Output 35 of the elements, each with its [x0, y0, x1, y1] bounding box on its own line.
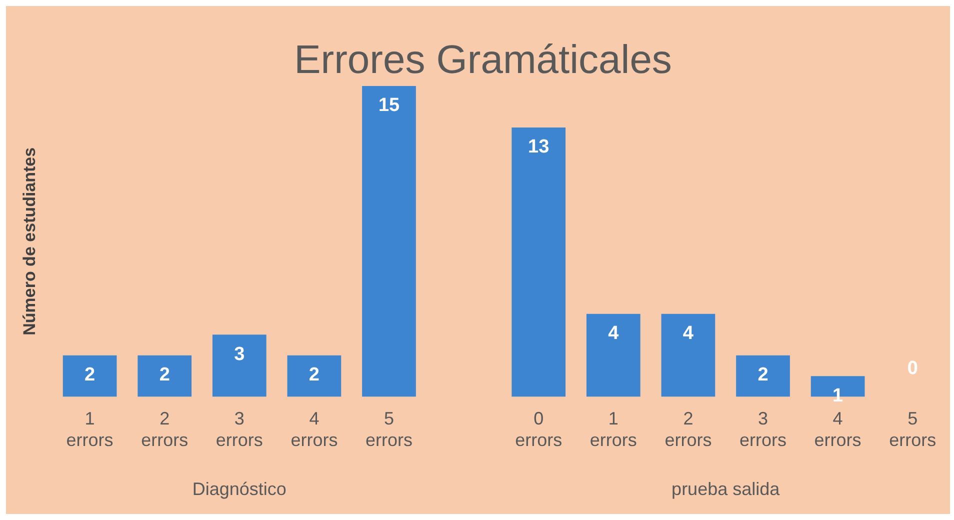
data-label: 0	[907, 358, 918, 380]
bar	[62, 355, 117, 397]
x-tick-label: 1 errors	[66, 408, 114, 450]
x-tick-label: 2 errors	[141, 408, 188, 450]
text: prueba salida	[672, 478, 781, 499]
y-axis-title: Número de estudiantes	[20, 147, 39, 336]
x-tick-label: 4 errors	[814, 408, 862, 450]
x-tick-label: 0 errors	[515, 408, 562, 450]
data-label: 2	[159, 364, 170, 386]
x-tick-label: 1 errors	[590, 408, 637, 450]
x-tick-label: 5 errors	[365, 408, 413, 450]
x-tick-label: 5 errors	[889, 408, 936, 450]
data-label: 2	[758, 364, 768, 386]
bar	[586, 314, 640, 397]
bar	[736, 355, 790, 397]
data-label: 13	[528, 136, 550, 158]
chart-title: Errores Gramáticales	[294, 38, 672, 82]
bar	[512, 127, 566, 397]
data-label: 2	[84, 364, 96, 386]
bar	[138, 355, 192, 397]
data-label: 4	[682, 323, 694, 344]
bar	[362, 86, 416, 397]
data-label: 15	[378, 95, 400, 116]
data-label: 2	[308, 364, 320, 386]
x-tick-label: 2 errors	[664, 408, 712, 450]
text: Diagnóstico	[192, 478, 286, 499]
bar	[287, 355, 342, 397]
x-tick-label: 4 errors	[290, 408, 338, 450]
x-tick-label: 3 errors	[739, 408, 787, 450]
bar	[661, 314, 716, 397]
x-tick-label: 3 errors	[216, 408, 263, 450]
data-label: 4	[608, 323, 620, 344]
bar	[212, 334, 266, 397]
data-label: 3	[234, 344, 245, 365]
data-label: 1	[832, 385, 844, 406]
